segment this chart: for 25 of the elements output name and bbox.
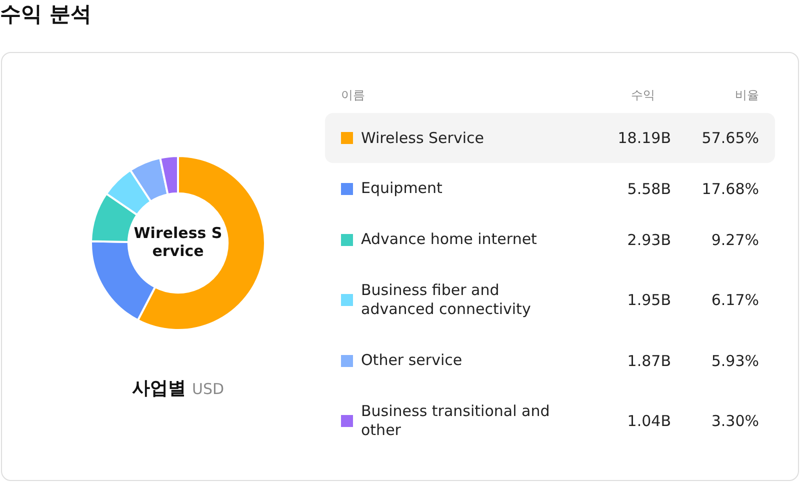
text: 수익 <box>630 86 655 104</box>
text: USD <box>192 380 224 398</box>
legend-label: Business fiber and advanced connectivity <box>361 281 532 319</box>
text: 57.65% <box>702 129 759 147</box>
data-label: 18.19B <box>616 129 671 147</box>
text: 비율 <box>734 86 760 104</box>
text: 17.68% <box>702 180 759 198</box>
legend-label: Business transitional and other <box>361 402 551 440</box>
data-label: 2.93B <box>626 230 671 248</box>
text: 5.93% <box>711 352 759 370</box>
text: 3.30% <box>711 412 759 430</box>
text: 사업별 <box>132 378 186 399</box>
data-label: 5.58B <box>626 180 671 198</box>
chart-title: 수익 분석 <box>0 1 92 28</box>
legend-label: Wireless Service <box>361 128 485 148</box>
data-label: 1.87B <box>626 352 671 370</box>
text: 9.27% <box>711 230 759 248</box>
legend-label: Equipment <box>361 179 444 198</box>
data-label: 1.04B <box>626 412 671 430</box>
text: Wireless Service <box>134 224 222 260</box>
text: 6.17% <box>711 291 759 309</box>
legend-label: Advance home internet <box>361 230 538 249</box>
data-label: 1.95B <box>626 291 671 309</box>
legend-label: Other service <box>361 351 464 370</box>
legend-title: 이름 <box>340 86 366 104</box>
